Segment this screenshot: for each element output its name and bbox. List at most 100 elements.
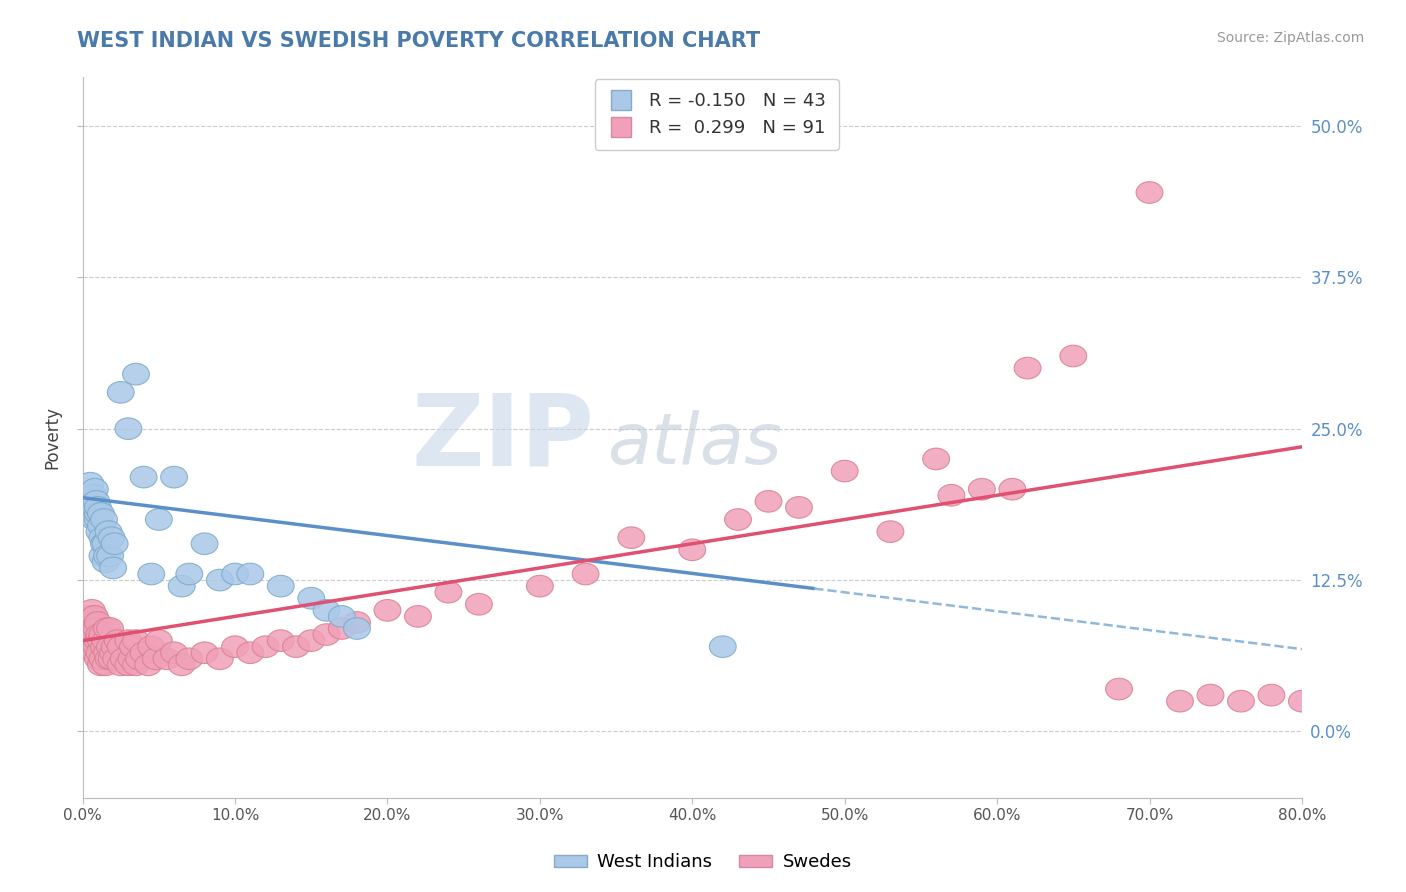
Ellipse shape xyxy=(82,508,108,531)
Ellipse shape xyxy=(90,533,117,555)
Ellipse shape xyxy=(84,612,111,633)
Ellipse shape xyxy=(101,533,128,555)
Ellipse shape xyxy=(94,545,121,566)
Ellipse shape xyxy=(120,636,146,657)
Ellipse shape xyxy=(83,636,110,657)
Ellipse shape xyxy=(138,563,165,585)
Ellipse shape xyxy=(115,654,142,675)
Ellipse shape xyxy=(1288,690,1316,712)
Ellipse shape xyxy=(145,508,173,531)
Ellipse shape xyxy=(82,478,108,500)
Ellipse shape xyxy=(572,563,599,585)
Ellipse shape xyxy=(786,497,813,518)
Ellipse shape xyxy=(434,582,461,603)
Ellipse shape xyxy=(125,648,152,670)
Ellipse shape xyxy=(131,642,157,664)
Ellipse shape xyxy=(79,497,105,518)
Ellipse shape xyxy=(84,630,111,651)
Ellipse shape xyxy=(314,624,340,646)
Ellipse shape xyxy=(76,606,103,627)
Ellipse shape xyxy=(145,630,173,651)
Ellipse shape xyxy=(93,551,120,573)
Ellipse shape xyxy=(131,467,157,488)
Ellipse shape xyxy=(169,654,195,675)
Ellipse shape xyxy=(89,545,115,566)
Ellipse shape xyxy=(122,363,149,385)
Ellipse shape xyxy=(138,636,165,657)
Ellipse shape xyxy=(160,467,187,488)
Y-axis label: Poverty: Poverty xyxy=(44,406,60,469)
Ellipse shape xyxy=(298,630,325,651)
Ellipse shape xyxy=(343,617,370,640)
Text: atlas: atlas xyxy=(607,410,782,480)
Ellipse shape xyxy=(94,617,121,640)
Ellipse shape xyxy=(831,460,858,482)
Ellipse shape xyxy=(107,636,134,657)
Ellipse shape xyxy=(938,484,965,506)
Ellipse shape xyxy=(222,563,249,585)
Ellipse shape xyxy=(169,575,195,597)
Ellipse shape xyxy=(118,648,145,670)
Ellipse shape xyxy=(84,502,111,524)
Ellipse shape xyxy=(93,533,120,555)
Ellipse shape xyxy=(314,599,340,621)
Ellipse shape xyxy=(97,617,124,640)
Ellipse shape xyxy=(77,612,104,633)
Ellipse shape xyxy=(87,515,114,536)
Ellipse shape xyxy=(922,448,949,470)
Ellipse shape xyxy=(160,642,187,664)
Ellipse shape xyxy=(115,630,142,651)
Ellipse shape xyxy=(107,654,134,675)
Ellipse shape xyxy=(1014,358,1040,379)
Ellipse shape xyxy=(100,558,127,579)
Ellipse shape xyxy=(724,508,751,531)
Ellipse shape xyxy=(329,617,356,640)
Ellipse shape xyxy=(73,617,101,640)
Ellipse shape xyxy=(82,606,108,627)
Ellipse shape xyxy=(153,648,180,670)
Ellipse shape xyxy=(176,648,202,670)
Ellipse shape xyxy=(115,417,142,440)
Ellipse shape xyxy=(82,624,108,646)
Ellipse shape xyxy=(191,533,218,555)
Ellipse shape xyxy=(100,642,127,664)
Ellipse shape xyxy=(80,484,107,506)
Ellipse shape xyxy=(176,563,202,585)
Ellipse shape xyxy=(1060,345,1087,367)
Ellipse shape xyxy=(1197,684,1223,706)
Ellipse shape xyxy=(104,630,131,651)
Ellipse shape xyxy=(87,630,114,651)
Ellipse shape xyxy=(526,575,554,597)
Ellipse shape xyxy=(79,599,105,621)
Ellipse shape xyxy=(87,502,114,524)
Legend: R = -0.150   N = 43, R =  0.299   N = 91: R = -0.150 N = 43, R = 0.299 N = 91 xyxy=(595,79,838,150)
Ellipse shape xyxy=(405,606,432,627)
Ellipse shape xyxy=(107,382,134,403)
Ellipse shape xyxy=(93,654,120,675)
Ellipse shape xyxy=(98,527,125,549)
Ellipse shape xyxy=(97,636,124,657)
Ellipse shape xyxy=(77,473,104,494)
Ellipse shape xyxy=(86,624,112,646)
Ellipse shape xyxy=(617,527,645,549)
Ellipse shape xyxy=(236,563,264,585)
Ellipse shape xyxy=(122,654,149,675)
Ellipse shape xyxy=(87,654,114,675)
Ellipse shape xyxy=(84,508,111,531)
Ellipse shape xyxy=(84,648,111,670)
Ellipse shape xyxy=(755,491,782,512)
Ellipse shape xyxy=(89,648,115,670)
Ellipse shape xyxy=(111,648,138,670)
Ellipse shape xyxy=(1136,182,1163,203)
Ellipse shape xyxy=(94,642,121,664)
Ellipse shape xyxy=(135,654,162,675)
Ellipse shape xyxy=(222,636,249,657)
Ellipse shape xyxy=(207,569,233,591)
Ellipse shape xyxy=(1167,690,1194,712)
Ellipse shape xyxy=(86,642,112,664)
Ellipse shape xyxy=(329,606,356,627)
Ellipse shape xyxy=(679,539,706,560)
Ellipse shape xyxy=(1227,690,1254,712)
Ellipse shape xyxy=(710,636,737,657)
Text: WEST INDIAN VS SWEDISH POVERTY CORRELATION CHART: WEST INDIAN VS SWEDISH POVERTY CORRELATI… xyxy=(77,31,761,51)
